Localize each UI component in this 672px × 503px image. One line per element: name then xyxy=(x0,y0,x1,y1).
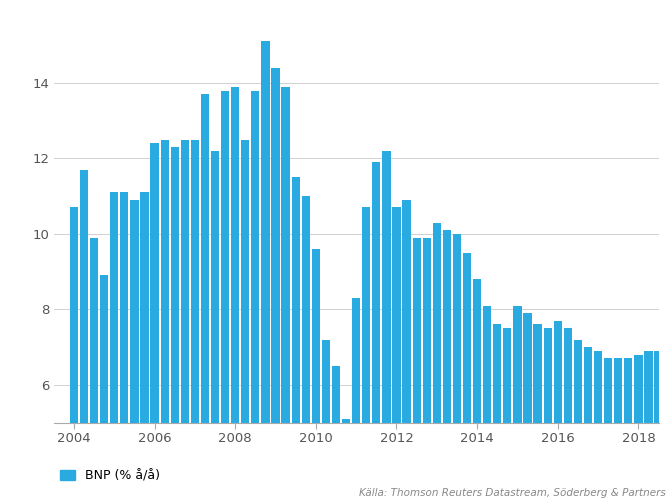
Bar xyxy=(231,87,239,423)
Bar xyxy=(644,351,653,423)
Bar xyxy=(342,418,350,423)
Bar xyxy=(322,340,330,423)
Bar xyxy=(453,234,461,423)
Bar xyxy=(211,151,219,423)
Bar xyxy=(513,306,521,423)
Bar xyxy=(503,328,511,423)
Bar xyxy=(191,140,199,423)
Bar xyxy=(251,91,259,423)
Bar xyxy=(332,366,340,423)
Bar xyxy=(473,279,481,423)
Bar xyxy=(443,230,451,423)
Bar xyxy=(110,193,118,423)
Bar xyxy=(151,143,159,423)
Bar xyxy=(312,249,320,423)
Bar xyxy=(130,200,138,423)
Bar xyxy=(463,253,471,423)
Bar xyxy=(261,42,269,423)
Bar xyxy=(80,170,88,423)
Bar xyxy=(382,151,390,423)
Bar xyxy=(292,178,300,423)
Bar xyxy=(413,238,421,423)
Bar xyxy=(362,208,370,423)
Legend: BNP (% å/å): BNP (% å/å) xyxy=(60,469,160,482)
Bar xyxy=(423,238,431,423)
Bar xyxy=(634,355,642,423)
Bar xyxy=(544,328,552,423)
Bar xyxy=(302,196,310,423)
Bar xyxy=(594,351,602,423)
Bar xyxy=(282,87,290,423)
Bar xyxy=(161,140,169,423)
Bar xyxy=(483,306,491,423)
Bar xyxy=(392,208,401,423)
Bar xyxy=(523,313,532,423)
Bar xyxy=(604,358,612,423)
Bar xyxy=(271,68,280,423)
Bar xyxy=(70,208,78,423)
Bar xyxy=(201,95,209,423)
Bar xyxy=(584,347,592,423)
Bar xyxy=(574,340,582,423)
Bar xyxy=(493,324,501,423)
Text: Källa: Thomson Reuters Datastream, Söderberg & Partners: Källa: Thomson Reuters Datastream, Söder… xyxy=(359,488,665,498)
Bar xyxy=(372,162,380,423)
Bar xyxy=(100,275,108,423)
Bar xyxy=(564,328,572,423)
Bar xyxy=(140,193,149,423)
Bar xyxy=(433,222,441,423)
Bar xyxy=(120,193,128,423)
Bar xyxy=(554,321,562,423)
Bar xyxy=(221,91,229,423)
Bar xyxy=(614,358,622,423)
Bar xyxy=(181,140,189,423)
Bar xyxy=(352,298,360,423)
Bar xyxy=(534,324,542,423)
Bar xyxy=(171,147,179,423)
Bar xyxy=(241,140,249,423)
Bar xyxy=(403,200,411,423)
Bar xyxy=(655,351,663,423)
Bar xyxy=(90,238,98,423)
Bar xyxy=(624,358,632,423)
